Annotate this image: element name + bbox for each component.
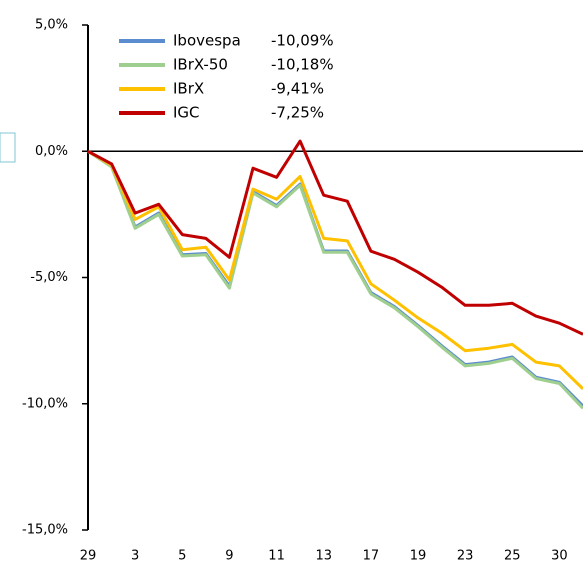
series-line (87, 139, 583, 336)
y-tick-label: 0,0% (35, 144, 68, 159)
legend-value: -10,18% (271, 56, 334, 74)
series-line (87, 150, 583, 390)
x-tick-label: 30 (551, 549, 568, 564)
x-tick-label: 19 (410, 549, 427, 564)
legend-label: IBrX (173, 80, 204, 98)
legend-value: -7,25% (271, 104, 324, 122)
x-tick-label: 29 (80, 549, 97, 564)
x-tick-label: 9 (225, 549, 233, 564)
side-widget (0, 132, 16, 163)
series-line (87, 150, 583, 408)
legend-label: Ibovespa (173, 32, 241, 50)
legend-value: -9,41% (271, 80, 324, 98)
x-tick-label: 23 (457, 549, 474, 564)
x-tick-label: 11 (268, 549, 285, 564)
y-tick-label: -5,0% (30, 270, 68, 285)
y-tick-label: 5,0% (35, 18, 68, 33)
legend-label: IBrX-50 (173, 56, 228, 74)
y-tick-label: -15,0% (22, 523, 68, 538)
legend-value: -10,09% (271, 32, 334, 50)
x-tick-label: 3 (131, 549, 139, 564)
y-tick-label: -10,0% (22, 396, 68, 411)
x-tick-label: 5 (178, 549, 186, 564)
x-tick-label: 13 (315, 549, 332, 564)
legend-label: IGC (173, 104, 200, 122)
x-tick-label: 17 (363, 549, 380, 564)
x-tick-label: 25 (504, 549, 521, 564)
series-line (87, 150, 583, 410)
